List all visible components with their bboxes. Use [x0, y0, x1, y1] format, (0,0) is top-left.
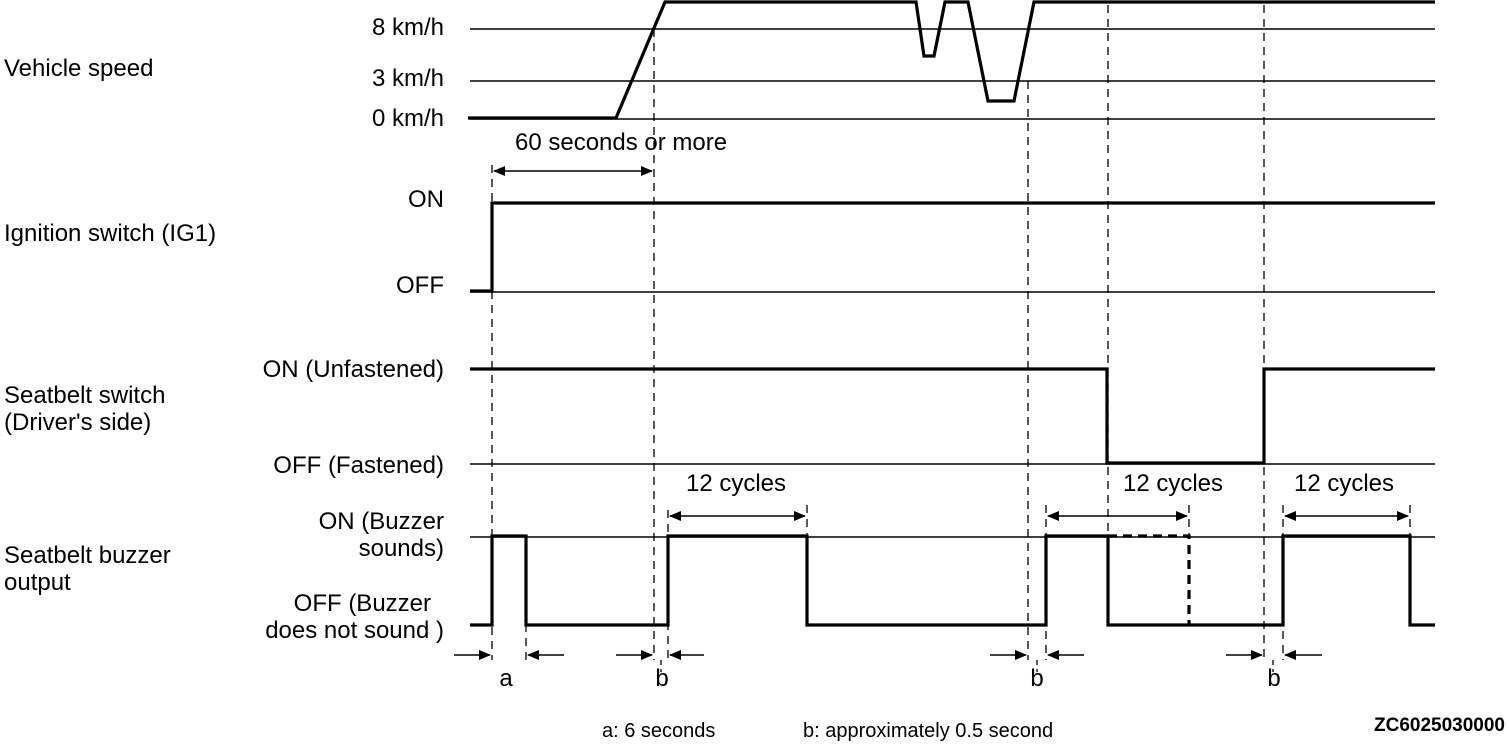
speed-level-0: 0 km/h [372, 105, 444, 132]
legend-a: a: 6 seconds [602, 720, 715, 742]
seatbelt-switch-waveform [470, 367, 1435, 465]
marker-a-label: a [499, 665, 513, 692]
cycles-label-1: 12 cycles [686, 470, 786, 497]
marker-b-3: b [1226, 650, 1322, 692]
marker-a: a [454, 650, 564, 692]
figure-id: ZC6025030000 [1374, 715, 1505, 736]
marker-b-2: b [990, 650, 1084, 692]
speed-level-3: 3 km/h [372, 65, 444, 92]
marker-b2-label: b [1030, 665, 1043, 692]
vehicle-speed-label: Vehicle speed [4, 55, 153, 82]
guide-lines [491, 5, 1411, 660]
seatbelt-level-off: OFF (Fastened) [273, 452, 444, 479]
vehicle-speed-waveform [468, 0, 1435, 120]
buzzer-level-off-line1: OFF (Buzzer [294, 590, 431, 617]
buzzer-level-on-line1: ON (Buzzer [319, 508, 444, 535]
seatbelt-level-on: ON (Unfastened) [263, 356, 444, 383]
marker-b3-label: b [1267, 665, 1280, 692]
speed-level-8: 8 km/h [372, 14, 444, 41]
buzzer-output-label-line1: Seatbelt buzzer [4, 542, 171, 569]
marker-b1-label: b [655, 665, 668, 692]
marker-b-1: b [616, 650, 704, 692]
buzzer-waveform [470, 534, 1435, 627]
ignition-switch-label: Ignition switch (IG1) [4, 220, 216, 247]
ignition-level-on: ON [408, 186, 444, 213]
seatbelt-switch-label-line2: (Driver's side) [4, 409, 151, 436]
cycles-label-2: 12 cycles [1123, 470, 1223, 497]
seatbelt-switch-label-line1: Seatbelt switch [4, 382, 165, 409]
buzzer-cancelled-segment [1108, 534, 1191, 625]
buzzer-level-on-line2: sounds) [359, 535, 444, 562]
ignition-level-off: OFF [396, 272, 444, 299]
reference-lines [470, 28, 1435, 538]
cycles-label-3: 12 cycles [1294, 470, 1394, 497]
buzzer-output-label-line2: output [4, 569, 71, 596]
duration-label: 60 seconds or more [515, 129, 727, 156]
legend-b: b: approximately 0.5 second [803, 720, 1053, 742]
buzzer-level-off-line2: does not sound ) [265, 617, 444, 644]
ignition-waveform [470, 201, 1435, 293]
